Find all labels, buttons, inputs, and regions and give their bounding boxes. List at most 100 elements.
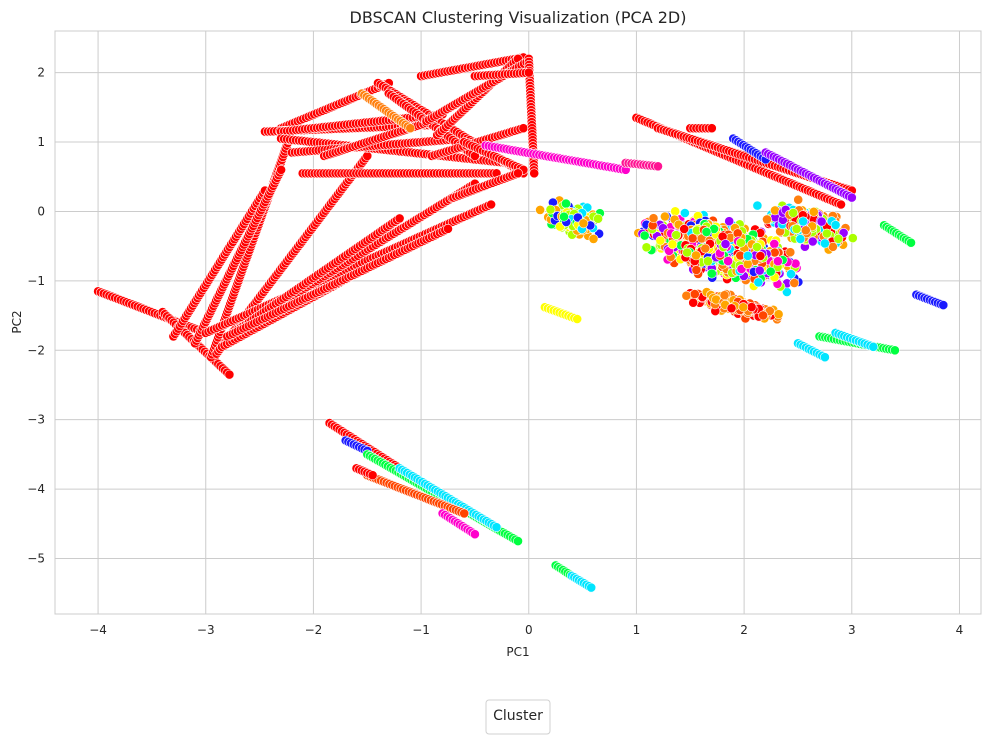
data-point — [868, 341, 879, 352]
x-tick-label: 2 — [740, 623, 748, 637]
data-point — [773, 309, 784, 320]
data-point — [667, 239, 678, 250]
data-point — [723, 256, 733, 266]
data-points — [93, 52, 949, 593]
x-tick-label: 4 — [956, 623, 964, 637]
data-point — [822, 228, 832, 239]
data-point — [762, 214, 772, 225]
data-point — [807, 236, 818, 247]
data-point — [276, 164, 286, 175]
data-point — [765, 266, 776, 277]
data-point — [764, 305, 775, 316]
data-point — [830, 220, 841, 230]
data-point — [788, 207, 799, 218]
data-point — [752, 200, 763, 211]
data-point — [660, 211, 670, 222]
data-point — [791, 223, 802, 234]
data-point — [847, 233, 858, 243]
data-point — [655, 235, 666, 246]
data-point — [443, 223, 453, 234]
data-point — [753, 277, 764, 288]
data-point — [691, 265, 702, 275]
data-point — [720, 239, 731, 249]
data-point — [459, 508, 470, 519]
data-point — [754, 265, 765, 276]
data-point — [653, 161, 663, 172]
data-point — [795, 234, 806, 244]
data-point — [394, 213, 405, 224]
legend-title: Cluster — [493, 708, 543, 724]
data-point — [769, 238, 780, 249]
data-point — [706, 268, 717, 279]
data-point — [742, 250, 753, 261]
data-point — [486, 199, 496, 210]
data-point — [469, 529, 480, 540]
data-point — [785, 247, 796, 258]
legend: Cluster — [485, 699, 551, 735]
data-point — [790, 258, 801, 269]
data-point — [906, 237, 916, 248]
data-point — [800, 225, 811, 236]
y-tick-label: −4 — [27, 482, 45, 496]
data-point — [671, 230, 682, 240]
data-point — [890, 345, 900, 356]
x-tick-label: −2 — [305, 623, 323, 637]
data-point — [752, 242, 762, 252]
chart-title: DBSCAN Clustering Visualization (PCA 2D) — [350, 8, 687, 27]
x-tick-label: −3 — [197, 623, 215, 637]
y-tick-label: 0 — [37, 204, 45, 218]
data-point — [529, 168, 540, 179]
x-tick-label: 3 — [848, 623, 856, 637]
plot-background — [55, 31, 981, 614]
data-point — [367, 470, 378, 481]
data-point — [700, 243, 711, 254]
data-point — [820, 238, 830, 249]
data-point — [689, 289, 700, 299]
data-point — [224, 369, 235, 380]
x-tick-label: 1 — [633, 623, 641, 637]
data-point — [681, 290, 692, 301]
data-point — [513, 168, 523, 179]
data-point — [682, 247, 692, 258]
y-tick-label: −2 — [27, 343, 45, 357]
data-point — [405, 123, 416, 134]
data-point — [639, 230, 650, 241]
data-point — [769, 247, 780, 258]
data-point — [680, 208, 690, 218]
x-tick-labels: −4 −3 −2 −1 0 1 2 3 4 — [89, 623, 963, 637]
data-point — [736, 237, 746, 248]
y-tick-label: 1 — [37, 135, 45, 149]
data-point — [641, 242, 652, 253]
x-axis-label: PC1 — [506, 645, 529, 659]
data-point — [786, 269, 796, 279]
data-point — [691, 250, 701, 261]
x-tick-label: 0 — [525, 623, 533, 637]
data-point — [687, 233, 698, 244]
data-point — [706, 123, 717, 134]
x-tick-label: −1 — [412, 623, 430, 637]
data-point — [746, 302, 757, 312]
data-point — [719, 290, 730, 301]
y-tick-label: −5 — [27, 551, 45, 565]
data-point — [491, 522, 502, 533]
data-point — [703, 256, 713, 267]
data-point — [938, 300, 949, 310]
data-point — [798, 216, 808, 227]
data-point — [726, 303, 737, 314]
data-point — [648, 213, 659, 224]
data-point — [833, 233, 844, 244]
data-point — [513, 536, 523, 546]
x-tick-label: −4 — [89, 623, 107, 637]
data-point — [755, 251, 766, 261]
data-point — [820, 352, 830, 363]
data-point — [816, 216, 827, 227]
data-point — [572, 314, 583, 324]
data-point — [808, 206, 819, 217]
y-axis-label: PC2 — [10, 310, 24, 333]
data-point — [679, 224, 690, 234]
data-point — [688, 297, 699, 308]
data-point — [846, 192, 857, 203]
data-point — [742, 259, 753, 269]
data-point — [793, 194, 804, 205]
data-point — [586, 582, 597, 593]
